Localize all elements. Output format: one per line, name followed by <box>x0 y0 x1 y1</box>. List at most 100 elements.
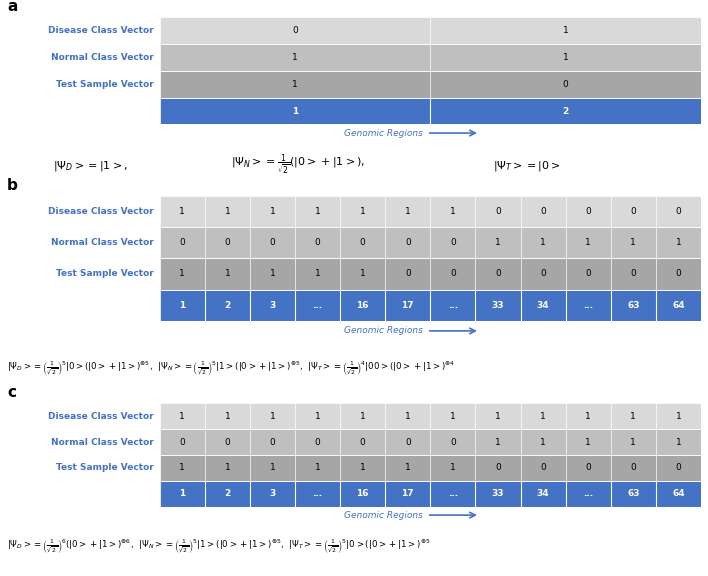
Text: 1: 1 <box>495 412 501 420</box>
Text: 1: 1 <box>314 207 321 216</box>
Text: 64: 64 <box>672 490 685 498</box>
Text: 33: 33 <box>492 490 504 498</box>
Text: 1: 1 <box>675 238 681 247</box>
Text: 1: 1 <box>495 238 501 247</box>
Text: 0: 0 <box>495 270 501 278</box>
Text: 1: 1 <box>314 412 321 420</box>
Text: 0: 0 <box>586 464 591 472</box>
Text: 0: 0 <box>224 438 230 446</box>
Text: 0: 0 <box>495 207 501 216</box>
Text: Normal Class Vector: Normal Class Vector <box>51 238 154 247</box>
Text: 1: 1 <box>450 464 456 472</box>
Text: $|\Psi_N >= \frac{1}{\sqrt{2}}(|0 > +|1 >),$: $|\Psi_N >= \frac{1}{\sqrt{2}}(|0 > +|1 … <box>232 153 365 179</box>
Text: 1: 1 <box>450 207 456 216</box>
Text: 1: 1 <box>179 301 185 310</box>
Text: 1: 1 <box>314 464 321 472</box>
Text: 1: 1 <box>405 207 411 216</box>
Text: 2: 2 <box>224 490 231 498</box>
Text: 1: 1 <box>314 270 321 278</box>
Text: 1: 1 <box>224 207 230 216</box>
Text: 63: 63 <box>627 490 639 498</box>
Text: 1: 1 <box>540 438 546 446</box>
Text: 0: 0 <box>675 464 681 472</box>
Text: 1: 1 <box>563 26 569 35</box>
Text: 1: 1 <box>270 207 275 216</box>
Text: 1: 1 <box>179 412 185 420</box>
Text: ...: ... <box>583 301 593 310</box>
Text: 1: 1 <box>360 412 365 420</box>
Text: Normal Class Vector: Normal Class Vector <box>51 438 154 446</box>
Text: a: a <box>7 0 18 14</box>
Text: 0: 0 <box>360 238 365 247</box>
Text: Genomic Regions: Genomic Regions <box>344 327 423 335</box>
Text: 2: 2 <box>224 301 231 310</box>
Text: 63: 63 <box>627 301 639 310</box>
Text: Genomic Regions: Genomic Regions <box>344 128 423 138</box>
Text: 1: 1 <box>270 270 275 278</box>
Text: ...: ... <box>312 301 323 310</box>
Text: c: c <box>7 385 16 400</box>
Text: 0: 0 <box>450 238 456 247</box>
Text: 0: 0 <box>630 464 636 472</box>
Text: 1: 1 <box>270 412 275 420</box>
Text: 0: 0 <box>405 238 411 247</box>
Text: 1: 1 <box>360 464 365 472</box>
Text: 33: 33 <box>492 301 504 310</box>
Text: 1: 1 <box>586 412 591 420</box>
Text: 0: 0 <box>405 270 411 278</box>
Text: 17: 17 <box>401 301 414 310</box>
Text: 1: 1 <box>630 238 636 247</box>
Text: 16: 16 <box>356 301 369 310</box>
Text: 1: 1 <box>495 438 501 446</box>
Text: 1: 1 <box>179 464 185 472</box>
Text: 0: 0 <box>630 270 636 278</box>
Text: 1: 1 <box>179 207 185 216</box>
Text: Test Sample Vector: Test Sample Vector <box>57 464 154 472</box>
Text: $|\Psi_T >= |0 >$: $|\Psi_T >= |0 >$ <box>493 159 561 173</box>
Text: 1: 1 <box>292 53 298 62</box>
Text: 1: 1 <box>405 412 411 420</box>
Text: 0: 0 <box>675 207 681 216</box>
Text: 0: 0 <box>540 270 546 278</box>
Text: ...: ... <box>447 301 458 310</box>
Text: 1: 1 <box>292 107 298 116</box>
Text: 0: 0 <box>450 270 456 278</box>
Text: 0: 0 <box>314 438 321 446</box>
Text: 0: 0 <box>179 238 185 247</box>
Text: 1: 1 <box>360 270 365 278</box>
Text: $|\Psi_D >=\left(\frac{1}{\sqrt{2}}\right)^{5}|0 > (|0 > +|1 >)^{\otimes 5}$,  $: $|\Psi_D >=\left(\frac{1}{\sqrt{2}}\righ… <box>7 360 455 378</box>
Text: 0: 0 <box>224 238 230 247</box>
Text: ...: ... <box>312 490 323 498</box>
Text: 0: 0 <box>495 464 501 472</box>
Text: 1: 1 <box>405 464 411 472</box>
Text: 1: 1 <box>675 438 681 446</box>
Text: Disease Class Vector: Disease Class Vector <box>48 207 154 216</box>
Text: 34: 34 <box>537 301 549 310</box>
Text: 0: 0 <box>270 238 275 247</box>
Text: ...: ... <box>583 490 593 498</box>
Text: Disease Class Vector: Disease Class Vector <box>48 26 154 35</box>
Text: 64: 64 <box>672 301 685 310</box>
Text: 0: 0 <box>270 438 275 446</box>
Text: 0: 0 <box>540 464 546 472</box>
Text: 1: 1 <box>360 207 365 216</box>
Text: Test Sample Vector: Test Sample Vector <box>57 270 154 278</box>
Text: ...: ... <box>447 490 458 498</box>
Text: 0: 0 <box>563 79 569 89</box>
Text: $|\Psi_D >= |1 >,$: $|\Psi_D >= |1 >,$ <box>53 159 128 173</box>
Text: 2: 2 <box>562 107 569 116</box>
Text: 0: 0 <box>314 238 321 247</box>
Text: 17: 17 <box>401 490 414 498</box>
Text: 1: 1 <box>630 412 636 420</box>
Text: 1: 1 <box>270 464 275 472</box>
Text: 1: 1 <box>179 490 185 498</box>
Text: 0: 0 <box>586 270 591 278</box>
Text: Normal Class Vector: Normal Class Vector <box>51 53 154 62</box>
Text: 0: 0 <box>586 207 591 216</box>
Text: Disease Class Vector: Disease Class Vector <box>48 412 154 420</box>
Text: 0: 0 <box>179 438 185 446</box>
Text: 0: 0 <box>630 207 636 216</box>
Text: 16: 16 <box>356 490 369 498</box>
Text: 34: 34 <box>537 490 549 498</box>
Text: 0: 0 <box>540 207 546 216</box>
